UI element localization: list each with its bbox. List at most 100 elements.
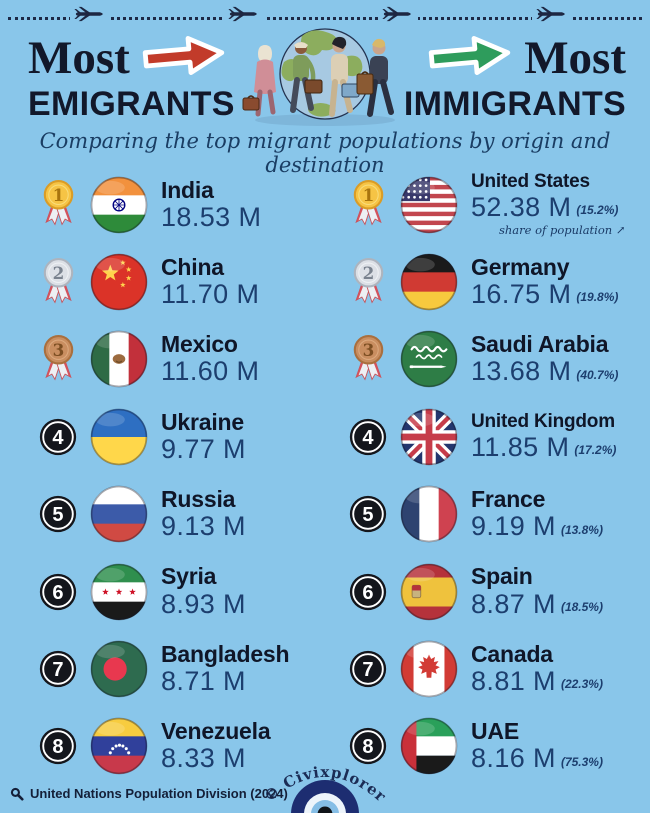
country-name: Syria [161,563,217,590]
source-text: United Nations Population Division (2024… [30,786,288,801]
svg-text:3: 3 [362,340,374,360]
uae-flag-icon [400,717,458,775]
emigrants-header: Most EMIGRANTS [28,34,235,126]
country-row: 1 India 18.53 M [34,166,324,243]
migrant-count: 8.93 M [161,588,246,619]
share-of-population: (15.2%) [576,203,619,218]
svg-text:5: 5 [52,504,63,526]
svg-text:6: 6 [52,582,63,604]
share-of-population: (13.8%) [560,522,603,537]
syria-flag-icon [90,563,148,621]
red-arrow-icon [140,30,228,86]
country-name: Russia [161,486,236,513]
airplane-icon [70,6,110,22]
svg-text:7: 7 [362,659,373,681]
uk-flag-icon [400,408,458,466]
country-row: 8 Venezuela 8.33 M [34,708,324,785]
migrant-count: 8.87 M [471,588,556,619]
country-row: 2 China 11.70 M [34,243,324,320]
country-name: Mexico [161,331,238,358]
migrant-count: 9.19 M [471,511,556,542]
country-row: 7 Bangladesh 8.71 M [34,630,324,707]
country-name: Germany [471,253,570,280]
country-row: 6 Syria 8.93 M [34,553,324,630]
svg-text:8: 8 [362,737,373,759]
country-name: United States [471,171,590,193]
emigrants-column: 1 India 18.53 M 2 [34,166,324,785]
airplane-icon [378,6,418,22]
country-name: United Kingdom [471,410,615,432]
share-of-population: (40.7%) [576,367,619,382]
share-note: share of population ↗ [499,223,626,238]
migrant-count: 11.60 M [161,356,260,387]
svg-text:3: 3 [52,340,64,360]
country-row: 4 United Kingdom 11.85 M (17.2%) [344,398,644,475]
country-row: 5 France 9.19 M (13.8%) [344,476,644,553]
country-row: 8 UAE 8.16 M (75.3%) [344,708,644,785]
rank-4-badge: 4 [34,416,82,458]
russia-flag-icon [90,485,148,543]
svg-text:8: 8 [52,737,63,759]
airplane-icon [224,6,264,22]
medal-2-icon: 2 [344,256,392,309]
rank-7-badge: 7 [344,648,392,690]
country-name: France [471,486,546,513]
bangladesh-flag-icon [90,640,148,698]
china-flag-icon [90,253,148,311]
rank-7-badge: 7 [34,648,82,690]
eye-logo-icon [291,780,359,813]
source-note: United Nations Population Division (2024… [10,786,288,801]
country-name: UAE [471,718,519,745]
share-of-population: (19.8%) [576,290,619,305]
canada-flag-icon [400,640,458,698]
rank-6-badge: 6 [34,571,82,613]
migrant-count: 9.13 M [161,511,246,542]
country-name: China [161,253,224,280]
mexico-flag-icon [90,330,148,388]
ukraine-flag-icon [90,408,148,466]
svg-text:4: 4 [52,427,64,449]
country-row: 1 United States 52.38 M (15.2%) share of… [344,166,644,243]
rank-8-badge: 8 [344,725,392,767]
svg-text:5: 5 [362,504,373,526]
migrant-count: 8.71 M [161,665,246,696]
share-of-population: (75.3%) [560,754,603,769]
country-name: Ukraine [161,408,244,435]
airplane-icon [532,6,572,22]
medal-3-icon: 3 [344,333,392,386]
migrant-count: 11.85 M [471,431,570,462]
rank-4-badge: 4 [344,416,392,458]
medal-3-icon: 3 [34,333,82,386]
migrant-count: 13.68 M [471,356,572,387]
share-of-population: (18.5%) [560,599,603,614]
migrant-count: 16.75 M [471,279,572,310]
rank-5-badge: 5 [344,493,392,535]
country-name: Spain [471,563,533,590]
share-of-population: (22.3%) [560,677,603,692]
most-label-left: Most [28,32,130,84]
saudi-arabia-flag-icon [400,330,458,388]
country-name: India [161,176,214,203]
migrant-count: 8.81 M [471,665,556,696]
svg-text:1: 1 [362,185,374,205]
svg-text:4: 4 [362,427,374,449]
country-name: Canada [471,640,553,667]
tagline: Comparing the top migrant populations by… [39,129,611,177]
country-name: Bangladesh [161,640,290,667]
migrant-count: 11.70 M [161,279,260,310]
medal-1-icon: 1 [344,178,392,231]
magnifier-icon [10,787,24,801]
immigrants-header: Most IMMIGRANTS [404,34,626,126]
country-row: 7 Canada 8.81 M (22.3%) [344,630,644,707]
migrant-count: 8.33 M [161,743,246,774]
rank-6-badge: 6 [344,571,392,613]
country-name: Venezuela [161,718,271,745]
country-row: 3 Saudi Arabia 13.68 M (40.7%) [344,321,644,398]
india-flag-icon [90,176,148,234]
migrant-count: 8.16 M [471,743,556,774]
share-of-population: (17.2%) [574,443,617,458]
dotted-flight-line [8,17,642,20]
country-name: Saudi Arabia [471,331,609,358]
svg-text:6: 6 [362,582,373,604]
